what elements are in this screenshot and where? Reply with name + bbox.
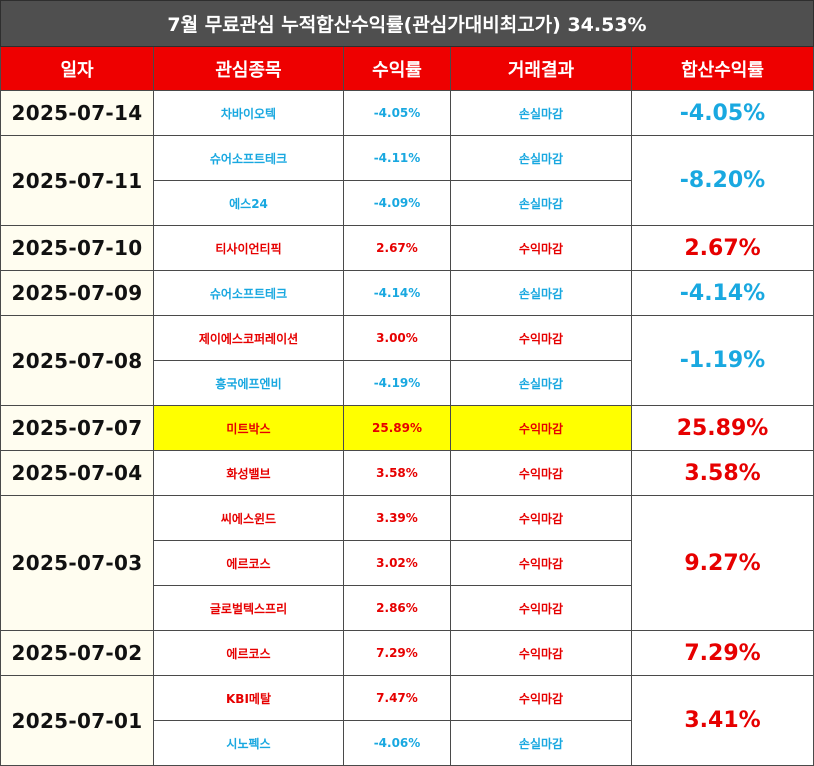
- total-cell: -1.19%: [630, 315, 814, 406]
- table-row: 2025-07-02 에르코스 7.29% 수익마감 7.29%: [0, 630, 814, 676]
- result-cell: 손실마감: [450, 135, 632, 181]
- table-row: 2025-07-09 슈어소프트테크 -4.14% 손실마감 -4.14%: [0, 270, 814, 316]
- table-row: 글로벌텍스프리 2.86% 수익마감: [1, 585, 814, 631]
- header-date: 일자: [0, 46, 154, 91]
- rate-cell: 2.86%: [343, 585, 451, 631]
- stock-cell: 차바이오텍: [153, 90, 344, 136]
- rate-cell: 7.29%: [343, 630, 451, 676]
- stock-cell: 슈어소프트테크: [153, 135, 344, 181]
- header-rate: 수익률: [343, 46, 451, 91]
- total-cell: 2.67%: [630, 225, 814, 271]
- stock-cell: 제이에스코퍼레이션: [153, 315, 344, 361]
- result-cell: 수익마감: [450, 495, 632, 541]
- stock-cell: 슈어소프트테크: [153, 270, 344, 316]
- report-title: 7월 무료관심 누적합산수익률(관심가대비최고가) 34.53%: [0, 0, 814, 47]
- date-cell: 2025-07-14: [0, 90, 154, 136]
- table-row: 2025-07-14 차바이오텍 -4.05% 손실마감 -4.05%: [0, 90, 814, 136]
- stock-cell: 에르코스: [153, 540, 344, 586]
- total-cell: -4.14%: [630, 270, 814, 316]
- rate-cell: -4.14%: [343, 270, 451, 316]
- table-row: 에르코스 3.02% 수익마감: [1, 540, 814, 586]
- rate-cell: 2.67%: [343, 225, 451, 271]
- stock-cell: 화성밸브: [153, 450, 344, 496]
- rate-cell: 25.89%: [343, 405, 451, 451]
- rate-cell: -4.05%: [343, 90, 451, 136]
- stock-cell: KBI메탈: [153, 675, 344, 721]
- stock-cell: 미트박스: [153, 405, 344, 451]
- result-cell: 수익마감: [450, 630, 632, 676]
- total-cell: 7.29%: [630, 630, 814, 676]
- date-cell: 2025-07-02: [0, 630, 154, 676]
- total-cell: 9.27%: [630, 495, 814, 631]
- result-cell: 수익마감: [450, 315, 632, 361]
- header-total: 합산수익률: [630, 46, 814, 91]
- header-stock: 관심종목: [153, 46, 344, 91]
- title-row: 7월 무료관심 누적합산수익률(관심가대비최고가) 34.53%: [0, 0, 814, 47]
- table-row: 2025-07-03 씨에스윈드 3.39% 수익마감 9.27%: [0, 495, 814, 631]
- date-cell: 2025-07-07: [0, 405, 154, 451]
- result-cell: 수익마감: [450, 225, 632, 271]
- result-cell: 수익마감: [450, 450, 632, 496]
- date-cell: 2025-07-04: [0, 450, 154, 496]
- table-row: 2025-07-04 화성밸브 3.58% 수익마감 3.58%: [0, 450, 814, 496]
- date-cell: 2025-07-08: [0, 315, 154, 406]
- rate-cell: 7.47%: [343, 675, 451, 721]
- header-row: 일자 관심종목 수익률 거래결과 합산수익률: [0, 46, 814, 91]
- table-row: 에스24 -4.09% 손실마감: [1, 180, 814, 226]
- result-cell: 손실마감: [450, 720, 632, 766]
- result-cell: 손실마감: [450, 270, 632, 316]
- total-cell: 3.58%: [630, 450, 814, 496]
- result-cell: 손실마감: [450, 90, 632, 136]
- date-cell: 2025-07-01: [0, 675, 154, 766]
- table-body: 2025-07-14 차바이오텍 -4.05% 손실마감 -4.05% 2025-07-1…: [0, 90, 814, 766]
- result-cell: 수익마감: [450, 540, 632, 586]
- stock-cell: 에스24: [153, 180, 344, 226]
- stock-cell: 에르코스: [153, 630, 344, 676]
- total-cell: 25.89%: [630, 405, 814, 451]
- rate-cell: 3.39%: [343, 495, 451, 541]
- date-cell: 2025-07-11: [0, 135, 154, 226]
- total-cell: 3.41%: [630, 675, 814, 766]
- stock-cell: 티사이언티픽: [153, 225, 344, 271]
- result-cell: 손실마감: [450, 360, 632, 406]
- rate-cell: 3.02%: [343, 540, 451, 586]
- rate-cell: -4.06%: [343, 720, 451, 766]
- stock-cell: 흥국에프엔비: [153, 360, 344, 406]
- rate-cell: -4.19%: [343, 360, 451, 406]
- rate-cell: -4.11%: [343, 135, 451, 181]
- date-cell: 2025-07-09: [0, 270, 154, 316]
- rate-cell: 3.58%: [343, 450, 451, 496]
- stock-cell: 글로벌텍스프리: [153, 585, 344, 631]
- table-row: 2025-07-07 미트박스 25.89% 수익마감 25.89%: [0, 405, 814, 451]
- stock-cell: 씨에스윈드: [153, 495, 344, 541]
- header-result: 거래결과: [450, 46, 632, 91]
- result-cell: 수익마감: [450, 585, 632, 631]
- total-cell: -8.20%: [630, 135, 814, 226]
- table-row: 2025-07-08 제이에스코퍼레이션 3.00% 수익마감 -1.19%: [0, 315, 814, 406]
- total-cell: -4.05%: [630, 90, 814, 136]
- result-cell: 손실마감: [450, 180, 632, 226]
- rate-cell: -4.09%: [343, 180, 451, 226]
- table-row: 2025-07-10 티사이언티픽 2.67% 수익마감 2.67%: [0, 225, 814, 271]
- table-row: 흥국에프엔비 -4.19% 손실마감: [1, 360, 814, 406]
- result-cell: 수익마감: [450, 675, 632, 721]
- rate-cell: 3.00%: [343, 315, 451, 361]
- result-cell: 수익마감: [450, 405, 632, 451]
- stock-cell: 시노펙스: [153, 720, 344, 766]
- table-row: 2025-07-01 KBI메탈 7.47% 수익마감 3.41%: [0, 675, 814, 766]
- table-row: 시노펙스 -4.06% 손실마감: [1, 720, 814, 766]
- table-row: 2025-07-11 슈어소프트테크 -4.11% 손실마감 -8.20%: [0, 135, 814, 226]
- date-cell: 2025-07-03: [0, 495, 154, 631]
- date-cell: 2025-07-10: [0, 225, 154, 271]
